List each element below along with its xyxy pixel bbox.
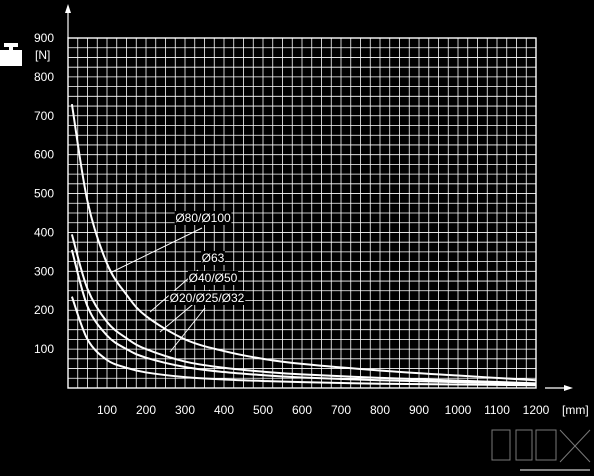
plot-frame	[67, 37, 537, 389]
y-tick-label: 500	[34, 187, 54, 201]
series-line-3	[70, 296, 537, 387]
y-unit-label: [N]	[35, 48, 50, 62]
y-tick-labels: 100 200 300 400 500 600 700 800 900	[34, 31, 54, 356]
curves	[70, 103, 537, 387]
x-axis-arrow	[545, 385, 573, 391]
x-tick-label: 100	[97, 403, 117, 417]
x-tick-label: 600	[292, 403, 312, 417]
x-tick-labels: 100 200 300 400 500 600 700 800 900 1000 1100 1200	[97, 403, 550, 417]
y-tick-label: 400	[34, 225, 54, 239]
plot-border	[67, 37, 537, 389]
leader-line	[111, 227, 203, 273]
x-tick-label: 1200	[523, 403, 550, 417]
y-tick-label: 600	[34, 148, 54, 162]
series-line-2	[70, 249, 537, 386]
series-label: Ø63	[202, 251, 225, 265]
x-tick-label: 800	[370, 403, 390, 417]
series-labels: Ø80/Ø100 Ø63 Ø40/Ø50 Ø20/Ø25/Ø32	[168, 211, 246, 305]
x-tick-label: 700	[331, 403, 351, 417]
x-tick-label: 500	[253, 403, 273, 417]
series-label: Ø40/Ø50	[189, 271, 238, 285]
series-label: Ø80/Ø100	[175, 211, 231, 225]
y-tick-label: 700	[34, 109, 54, 123]
y-tick-label: 800	[34, 70, 54, 84]
series-line-0	[70, 103, 537, 382]
x-tick-label: 200	[136, 403, 156, 417]
x-tick-label: 900	[409, 403, 429, 417]
grid	[67, 37, 537, 389]
series-label-backing	[187, 271, 239, 285]
series-label-backing	[168, 291, 246, 305]
series-label-backing	[201, 251, 225, 265]
y-axis-arrow	[65, 4, 71, 38]
y-tick-label: 300	[34, 264, 54, 278]
force-icon	[0, 43, 22, 66]
x-unit-label: [mm]	[562, 403, 589, 417]
x-tick-label: 1000	[445, 403, 472, 417]
x-tick-label: 400	[214, 403, 234, 417]
series-label-backing	[174, 211, 232, 225]
leader-line	[169, 307, 206, 353]
series-line-1	[70, 234, 537, 385]
x-tick-label: 1100	[484, 403, 510, 417]
y-tick-label: 200	[34, 303, 54, 317]
x-tick-label: 300	[175, 403, 195, 417]
y-tick-label: 900	[34, 31, 54, 45]
y-tick-label: 100	[34, 342, 54, 356]
brand-watermark	[491, 429, 591, 471]
series-label: Ø20/Ø25/Ø32	[170, 291, 245, 305]
